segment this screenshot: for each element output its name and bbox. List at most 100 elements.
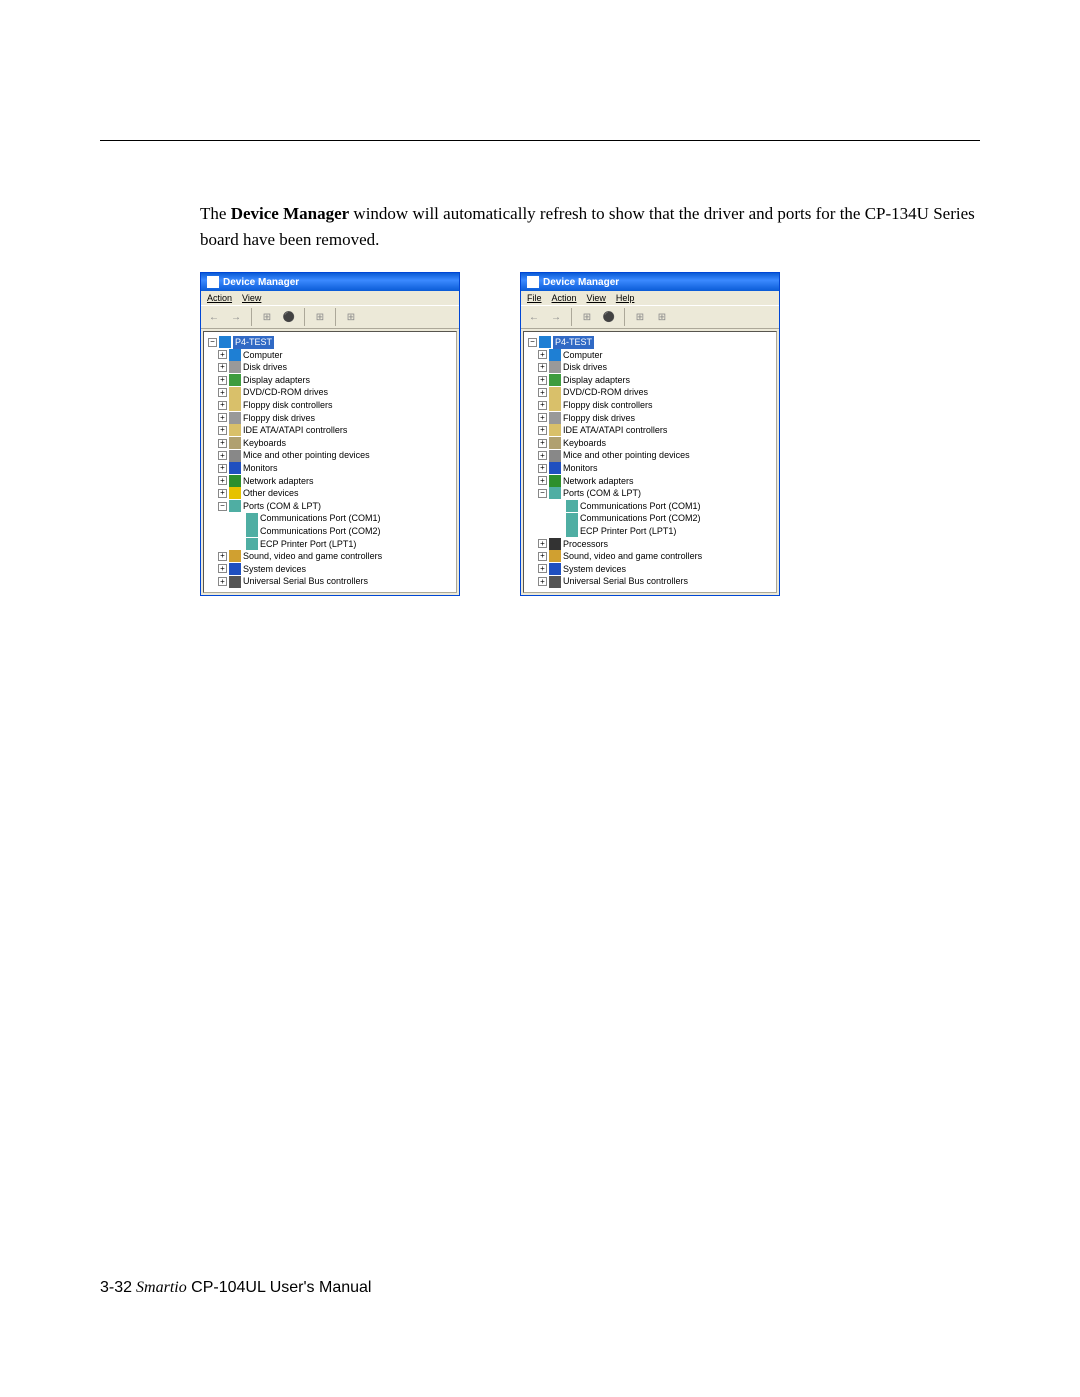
expander-icon[interactable]: +: [538, 388, 547, 397]
tree-child-node[interactable]: Communications Port (COM1): [526, 500, 774, 513]
tree-node[interactable]: +Monitors: [206, 462, 454, 475]
device-icon: [229, 374, 241, 386]
tree-node[interactable]: +System devices: [206, 563, 454, 576]
toolbar-button[interactable]: ⊞: [653, 308, 671, 326]
expander-icon[interactable]: +: [218, 552, 227, 561]
expander-icon[interactable]: −: [208, 338, 217, 347]
tree-node[interactable]: +Sound, video and game controllers: [206, 550, 454, 563]
expander-icon[interactable]: +: [218, 388, 227, 397]
tree-node[interactable]: −Ports (COM & LPT): [526, 487, 774, 500]
tree-node[interactable]: +Disk drives: [206, 361, 454, 374]
expander-icon[interactable]: +: [218, 489, 227, 498]
expander-icon[interactable]: +: [218, 577, 227, 586]
expander-icon[interactable]: +: [538, 464, 547, 473]
expander-icon[interactable]: +: [538, 363, 547, 372]
tree-node[interactable]: +Universal Serial Bus controllers: [206, 575, 454, 588]
tree-node[interactable]: +Keyboards: [206, 437, 454, 450]
menu-item[interactable]: Help: [616, 293, 635, 303]
expander-icon[interactable]: +: [538, 413, 547, 422]
tree-root-label[interactable]: P4-TEST: [553, 336, 594, 349]
tree-child-node[interactable]: Communications Port (COM2): [526, 512, 774, 525]
expander-icon[interactable]: −: [538, 489, 547, 498]
expander-icon[interactable]: +: [218, 413, 227, 422]
tree-node[interactable]: +Processors: [526, 538, 774, 551]
tree-node[interactable]: +Computer: [206, 349, 454, 362]
toolbar-button[interactable]: ⚫: [280, 308, 298, 326]
expander-icon[interactable]: +: [538, 401, 547, 410]
tree-node[interactable]: +Mice and other pointing devices: [526, 449, 774, 462]
menu-item[interactable]: View: [587, 293, 606, 303]
expander-icon[interactable]: −: [528, 338, 537, 347]
tree-child-node[interactable]: Communications Port (COM2): [206, 525, 454, 538]
tree-node[interactable]: +Monitors: [526, 462, 774, 475]
expander-icon[interactable]: −: [218, 502, 227, 511]
expander-icon[interactable]: +: [538, 451, 547, 460]
toolbar-button[interactable]: ⊞: [258, 308, 276, 326]
tree-node[interactable]: +System devices: [526, 563, 774, 576]
tree-node[interactable]: +Disk drives: [526, 361, 774, 374]
toolbar-button[interactable]: →: [227, 308, 245, 326]
toolbar-button[interactable]: ⊞: [311, 308, 329, 326]
expander-icon[interactable]: +: [218, 476, 227, 485]
tree-node[interactable]: + Network adapters: [526, 475, 774, 488]
tree-node-label: Network adapters: [563, 475, 634, 488]
toolbar-button[interactable]: ⊞: [631, 308, 649, 326]
toolbar-button[interactable]: ←: [205, 308, 223, 326]
tree-node[interactable]: +Other devices: [206, 487, 454, 500]
expander-icon[interactable]: +: [538, 552, 547, 561]
expander-icon[interactable]: +: [218, 363, 227, 372]
window-titlebar[interactable]: Device Manager: [521, 273, 779, 291]
port-icon: [246, 525, 258, 537]
menu-item[interactable]: Action: [552, 293, 577, 303]
tree-node[interactable]: −Ports (COM & LPT): [206, 500, 454, 513]
tree-node[interactable]: +Computer: [526, 349, 774, 362]
toolbar-button[interactable]: ⊞: [342, 308, 360, 326]
expander-icon[interactable]: +: [218, 350, 227, 359]
expander-icon[interactable]: +: [538, 376, 547, 385]
toolbar-button[interactable]: ←: [525, 308, 543, 326]
expander-icon[interactable]: +: [218, 451, 227, 460]
expander-icon[interactable]: +: [538, 350, 547, 359]
expander-icon[interactable]: +: [218, 376, 227, 385]
tree-child-node[interactable]: ECP Printer Port (LPT1): [526, 525, 774, 538]
toolbar-button[interactable]: ⊞: [578, 308, 596, 326]
toolbar-separator: [335, 308, 336, 326]
tree-node[interactable]: +DVD/CD-ROM drives: [526, 386, 774, 399]
menu-item[interactable]: View: [242, 293, 261, 303]
tree-root[interactable]: − P4-TEST: [526, 336, 774, 349]
tree-child-node[interactable]: ECP Printer Port (LPT1): [206, 538, 454, 551]
expander-icon[interactable]: +: [218, 564, 227, 573]
menu-item[interactable]: Action: [207, 293, 232, 303]
expander-icon[interactable]: +: [218, 401, 227, 410]
expander-icon[interactable]: +: [538, 439, 547, 448]
tree-root-label[interactable]: P4-TEST: [233, 336, 274, 349]
tree-node[interactable]: +IDE ATA/ATAPI controllers: [206, 424, 454, 437]
tree-node[interactable]: +Universal Serial Bus controllers: [526, 575, 774, 588]
tree-node[interactable]: +Floppy disk drives: [206, 412, 454, 425]
tree-node[interactable]: +Network adapters: [206, 475, 454, 488]
expander-icon[interactable]: +: [218, 464, 227, 473]
tree-node[interactable]: +Display adapters: [526, 374, 774, 387]
tree-node[interactable]: +Mice and other pointing devices: [206, 449, 454, 462]
tree-node[interactable]: +DVD/CD-ROM drives: [206, 386, 454, 399]
expander-icon[interactable]: +: [538, 564, 547, 573]
tree-node[interactable]: +Display adapters: [206, 374, 454, 387]
window-titlebar[interactable]: Device Manager: [201, 273, 459, 291]
expander-icon[interactable]: +: [538, 539, 547, 548]
tree-node[interactable]: +Keyboards: [526, 437, 774, 450]
tree-node[interactable]: +IDE ATA/ATAPI controllers: [526, 424, 774, 437]
expander-icon[interactable]: +: [538, 426, 547, 435]
tree-child-node[interactable]: Communications Port (COM1): [206, 512, 454, 525]
menu-item[interactable]: File: [527, 293, 542, 303]
expander-icon[interactable]: +: [218, 426, 227, 435]
expander-icon[interactable]: +: [538, 577, 547, 586]
expander-icon[interactable]: +: [218, 439, 227, 448]
toolbar-button[interactable]: →: [547, 308, 565, 326]
expander-icon[interactable]: +: [538, 476, 547, 485]
tree-node[interactable]: +Floppy disk drives: [526, 412, 774, 425]
tree-node[interactable]: +Floppy disk controllers: [526, 399, 774, 412]
tree-node[interactable]: +Sound, video and game controllers: [526, 550, 774, 563]
toolbar-button[interactable]: ⚫: [600, 308, 618, 326]
tree-node[interactable]: +Floppy disk controllers: [206, 399, 454, 412]
tree-root[interactable]: − P4-TEST: [206, 336, 454, 349]
